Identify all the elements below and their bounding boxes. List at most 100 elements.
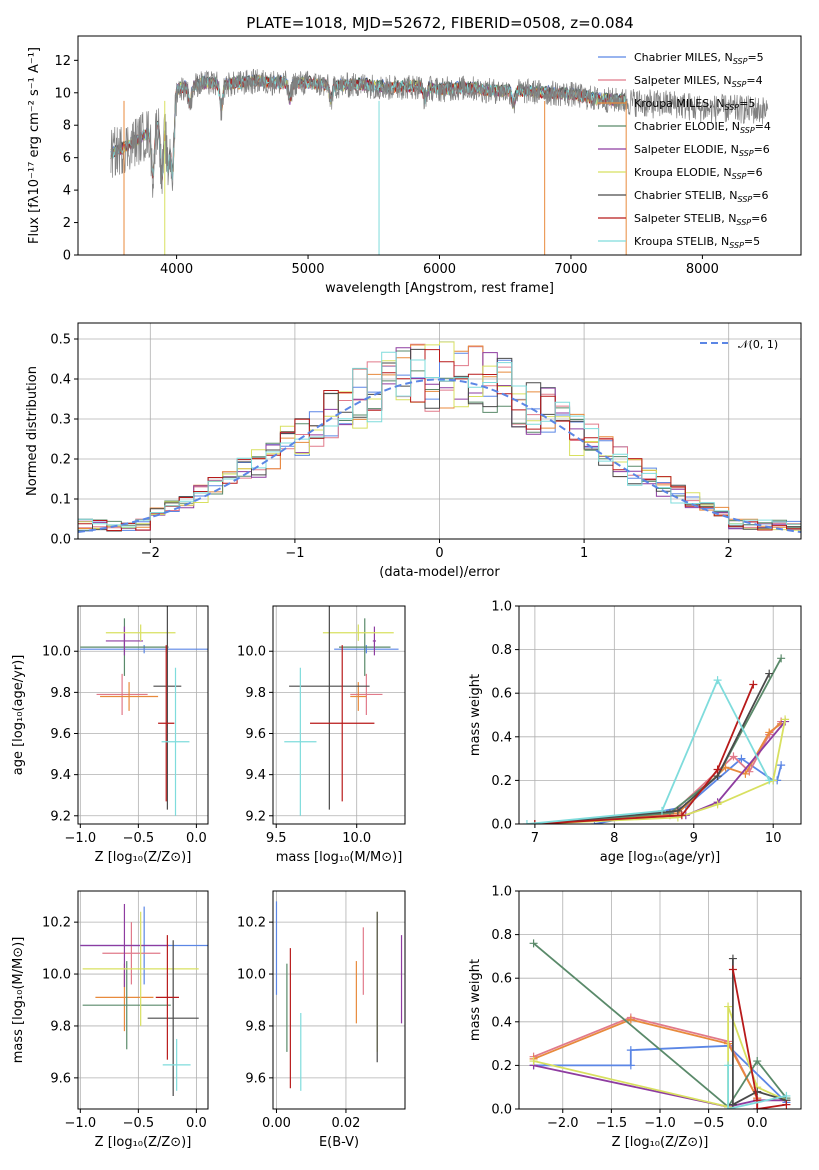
normal-legend-label: 𝒩(0, 1) (738, 338, 778, 351)
weight-series-line (534, 673, 771, 824)
axes-frame (272, 605, 406, 825)
x-tick-label: 10.0 (342, 831, 371, 846)
x-tick-label: 0.0 (186, 1116, 207, 1131)
weight-point-marker (530, 820, 539, 824)
y-tick-label: 9.4 (245, 768, 266, 783)
x-tick-label: −0.5 (123, 831, 155, 846)
plot-area-weight-vs-Z (529, 939, 791, 1109)
x-tick-label: 0.0 (747, 1116, 768, 1131)
weight-point-marker (713, 800, 722, 809)
weight-series-line (594, 757, 782, 824)
y-tick-label: 0.0 (491, 1103, 512, 1118)
axes-mass-vs-Z: −1.0 −0.5 0.0 9.6 9.8 10.0 10.2 Z [log₁₀(Z/Z⊙)]… (11, 890, 209, 1150)
weight-series-line (732, 969, 787, 1109)
y-tick-label: 0.1 (50, 493, 71, 508)
weight-point-marker (765, 776, 774, 785)
weight-point-marker (753, 1087, 762, 1096)
y-tick-label: 0.8 (491, 643, 512, 658)
y-tick-label: 9.6 (245, 727, 266, 742)
y-tick-label: 0.0 (491, 818, 512, 833)
y-tick-label: 0.3 (50, 413, 71, 428)
y-axis-label: Flux [fλ10⁻¹⁷ erg cm⁻² s⁻¹ A⁻¹] (27, 47, 42, 244)
y-tick-label: 9.8 (245, 1019, 266, 1034)
weight-point-marker (657, 806, 666, 815)
y-tick-label: 9.6 (50, 727, 71, 742)
axes-frame (77, 35, 802, 256)
x-tick-label: 10 (765, 831, 782, 846)
x-tick-label: 9 (690, 831, 698, 846)
x-tick-label: 8 (610, 831, 618, 846)
x-tick-label: −1 (285, 546, 304, 561)
x-tick-label: −1.0 (65, 1116, 97, 1131)
y-tick-label: 1.0 (491, 600, 512, 615)
axes-frame (77, 322, 802, 540)
spectrum-legend: Chabrier MILES, NSSP=5 Salpeter MILES, NS… (598, 51, 771, 250)
weight-series-line (534, 684, 755, 824)
weight-point-marker (782, 1100, 791, 1109)
weight-series-line (533, 1018, 758, 1099)
axes-mass-vs-ebv: 0.00 0.02 9.6 9.8 10.0 10.2 E(B-V) (237, 890, 406, 1150)
x-axis-label: E(B-V) (319, 1135, 359, 1150)
grid-age-vs-Z (78, 606, 208, 824)
weight-point-marker (777, 761, 786, 770)
weight-point-marker (529, 1057, 538, 1066)
weight-series-line (732, 958, 787, 1107)
y-axis-label: Normed distribution (25, 366, 40, 496)
y-axis-label: age [log₁₀(age/yr)] (11, 655, 26, 776)
legend-entry: Chabrier MILES, NSSP=5 (634, 51, 764, 66)
axes-frame (77, 605, 209, 825)
legend-entry: Kroupa MILES, NSSP=5 (634, 97, 755, 112)
axes-weight-vs-Z: −2.0 −1.5 −1.0 −0.5 0.0 0.0 0.2 0.4 0.6 0.8 1.0 Z [… (468, 885, 802, 1150)
x-tick-label: 5000 (291, 262, 324, 277)
y-tick-label: 9.2 (50, 809, 71, 824)
x-tick-label: 4000 (160, 262, 193, 277)
legend-entry: Chabrier STELIB, NSSP=6 (634, 189, 768, 204)
axes-spectrum: 4000 5000 6000 7000 8000 0 2 4 6 8 10 12 wavelength … (27, 35, 802, 296)
axes-residuals: −2 −1 0 1 2 0.0 0.1 0.2 0.3 0.4 0.5 (data-model)/er… (25, 322, 802, 580)
y-tick-label: 0.6 (491, 687, 512, 702)
y-axis-label: mass weight (468, 959, 483, 1041)
weight-point-marker (626, 1061, 635, 1070)
x-tick-label: 0.00 (262, 1116, 291, 1131)
y-tick-label: 0.8 (491, 928, 512, 943)
y-axis-label: mass weight (468, 674, 483, 756)
y-tick-label: 9.6 (245, 1071, 266, 1086)
x-tick-label: 0.0 (186, 831, 207, 846)
grid-mass-vs-Z (78, 891, 208, 1109)
weight-point-marker (724, 1105, 733, 1109)
x-tick-label: 7 (531, 831, 539, 846)
weight-point-marker (782, 1091, 791, 1100)
weight-series-line (526, 677, 771, 824)
y-tick-label: 4 (63, 184, 71, 199)
weight-point-marker (765, 728, 774, 737)
x-tick-label: −1.0 (65, 831, 97, 846)
weight-point-marker (626, 1046, 635, 1055)
x-tick-label: −2 (141, 546, 160, 561)
weight-point-marker (753, 1057, 762, 1066)
x-tick-label: 1 (580, 546, 588, 561)
axes-age-vs-mass: 9.5 10.0 9.2 9.4 9.6 9.8 10.0 mass [log₁₀(M/M⊙)… (237, 605, 406, 865)
y-tick-label: 12 (54, 54, 71, 69)
y-tick-label: 0.4 (491, 1015, 512, 1030)
figure-title: PLATE=1018, MJD=52672, FIBERID=0508, z=0… (246, 14, 633, 32)
y-tick-label: 9.4 (50, 768, 71, 783)
y-tick-label: 0 (63, 249, 71, 264)
weight-series-line (727, 1065, 787, 1109)
grid-weight-vs-age (519, 605, 801, 825)
weight-point-marker (522, 820, 531, 824)
y-tick-label: 0.4 (491, 730, 512, 745)
x-tick-label: 9.5 (266, 831, 287, 846)
y-tick-label: 10.0 (237, 968, 266, 983)
axes-frame (77, 890, 209, 1110)
plot-area-residuals (78, 341, 801, 539)
legend-entry: Salpeter ELODIE, NSSP=6 (634, 143, 770, 158)
x-tick-label: −0.5 (693, 1116, 725, 1131)
y-tick-label: 10.2 (42, 916, 71, 931)
y-tick-label: 6 (63, 151, 71, 166)
legend-entry: Kroupa STELIB, NSSP=5 (634, 235, 760, 250)
weight-point-marker (753, 1105, 762, 1109)
axes-weight-vs-age: 7 8 9 10 0.0 0.2 0.4 0.6 0.8 1.0 age [log₁₀(age/yr… (468, 600, 802, 865)
y-tick-label: 9.6 (50, 1071, 71, 1086)
x-axis-label: age [log₁₀(age/yr)] (600, 850, 721, 865)
